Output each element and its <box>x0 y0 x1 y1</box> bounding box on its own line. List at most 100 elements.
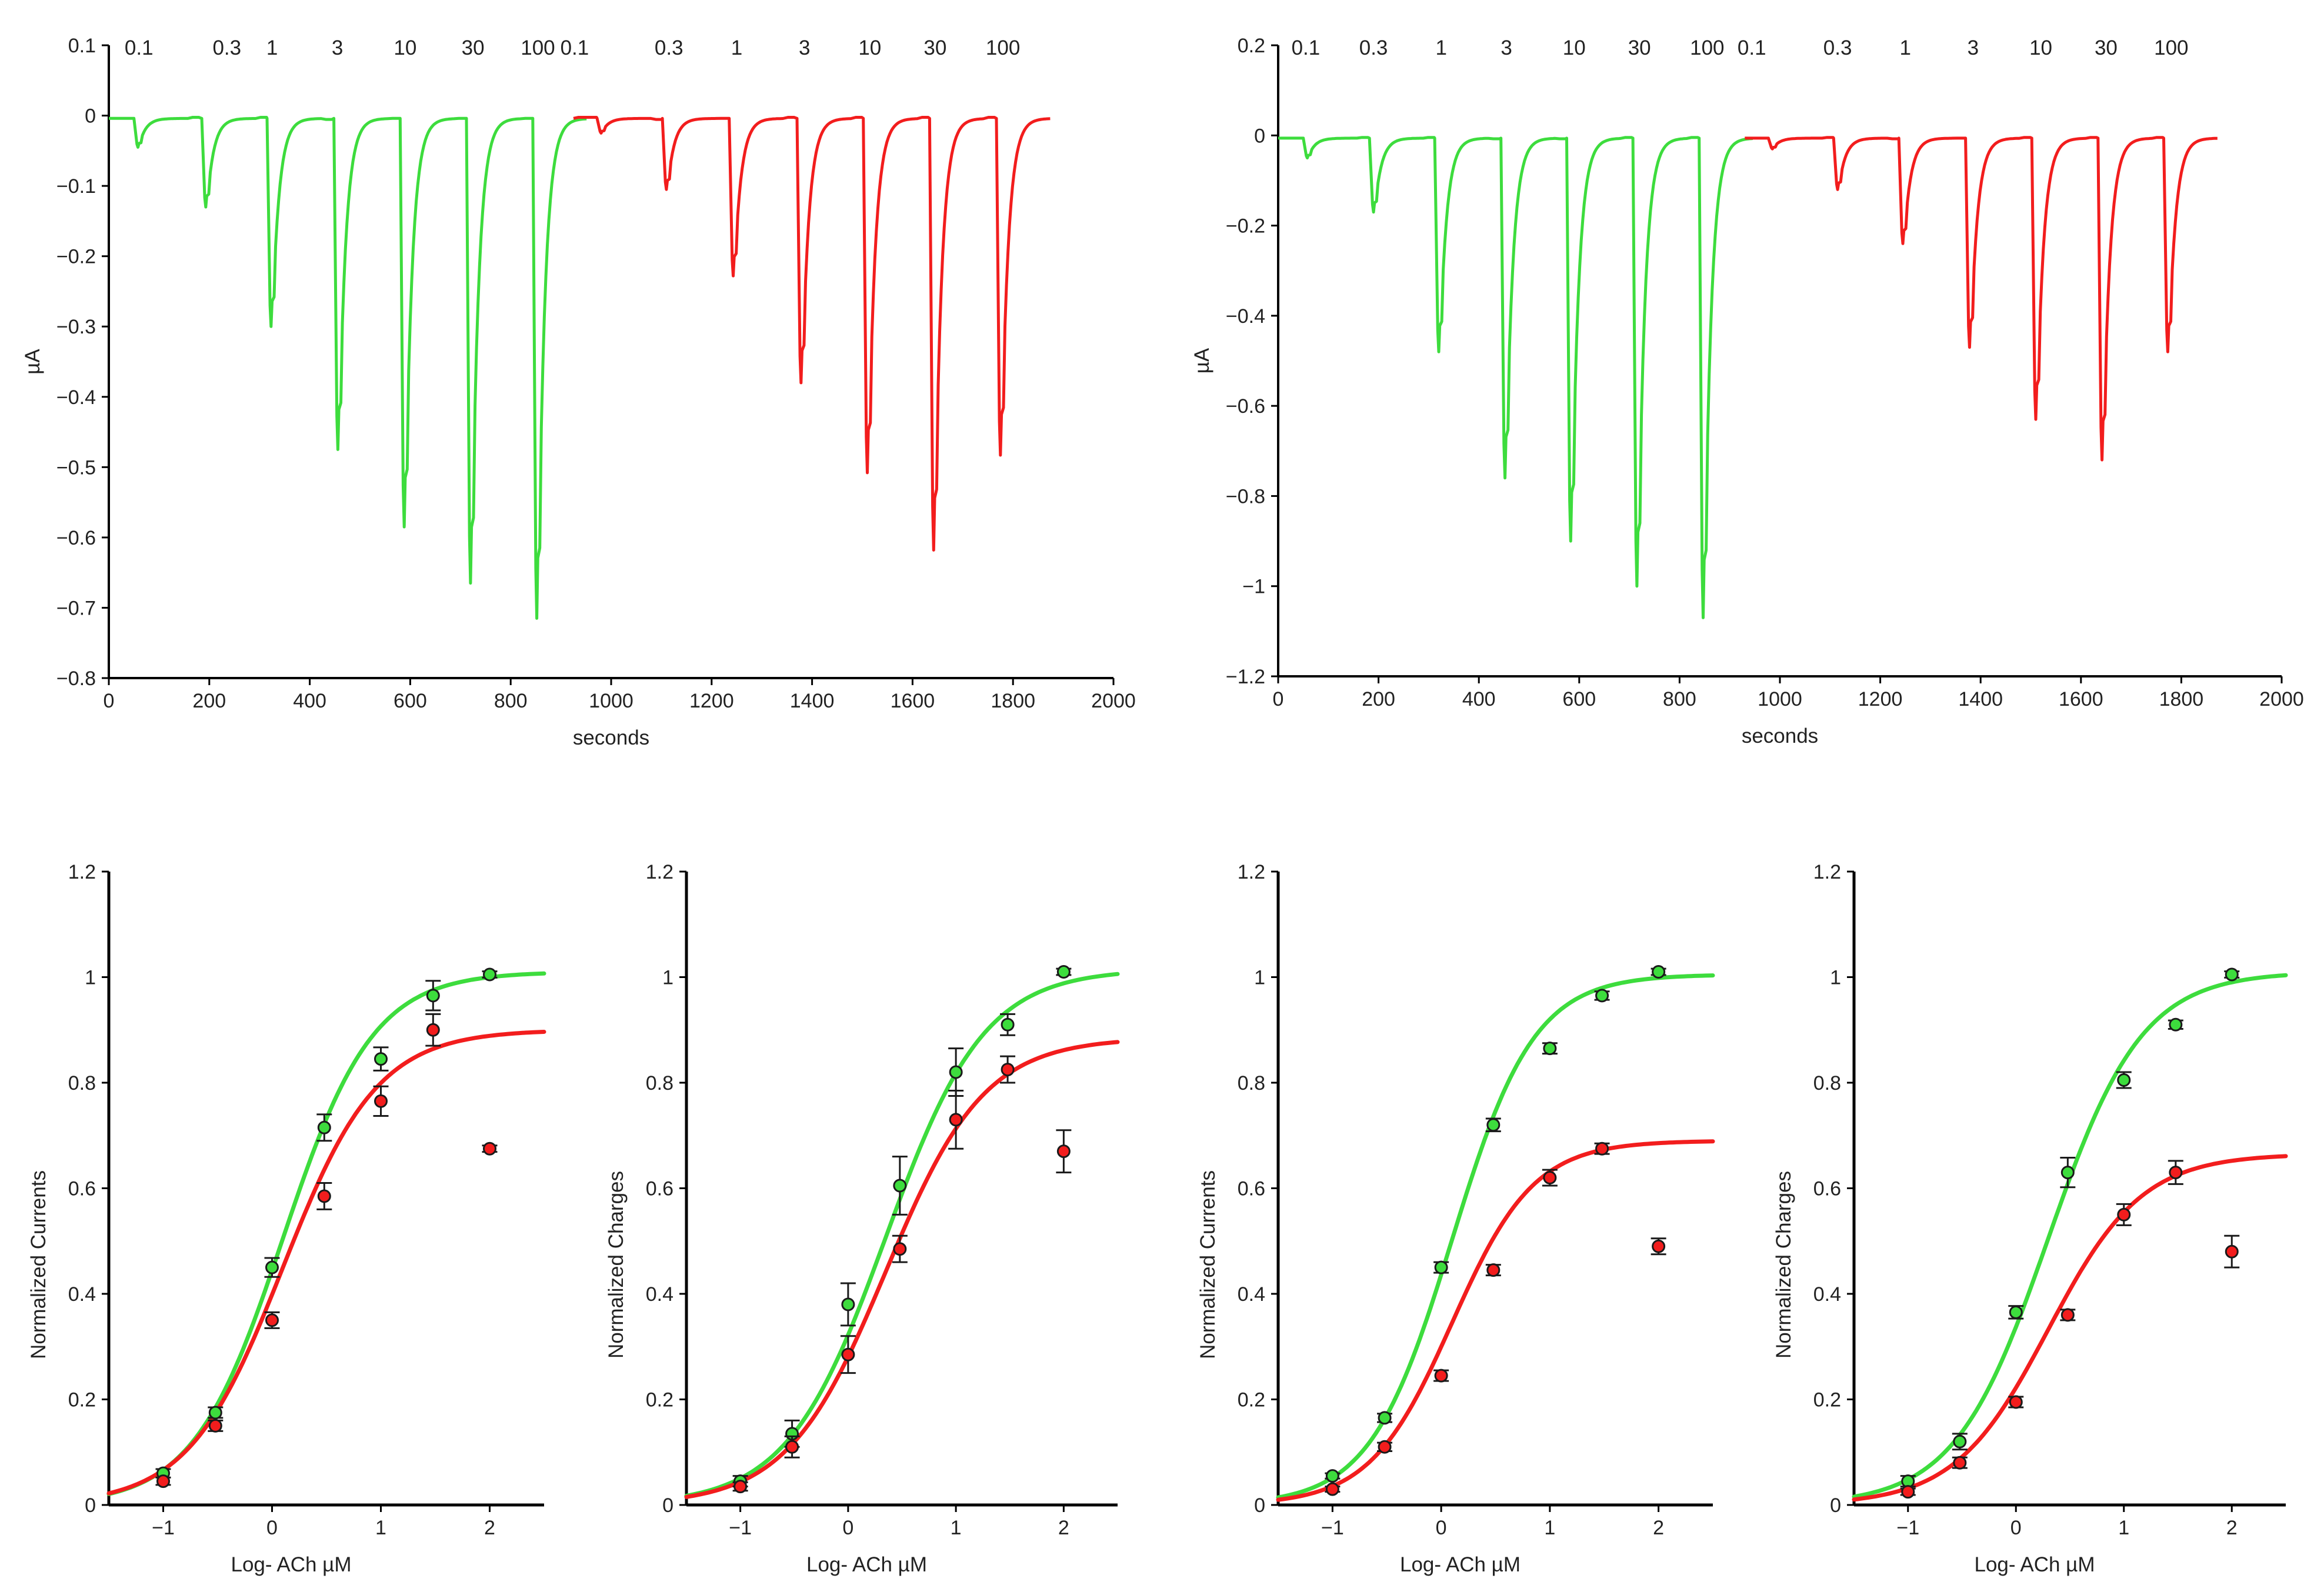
y-tick-label: 0.6 <box>646 1178 673 1200</box>
fit-curve-control <box>684 972 1120 1498</box>
fit-curve-treated <box>1276 1139 1715 1502</box>
dose-label: 1 <box>731 36 742 59</box>
y-tick-label: 0.6 <box>68 1178 96 1200</box>
y-tick-label: 1 <box>85 967 96 989</box>
data-point-control <box>1652 965 1666 979</box>
data-point-treated <box>317 1189 331 1203</box>
data-point-control <box>2009 1305 2023 1319</box>
data-point-control <box>2117 1073 2131 1087</box>
data-point-treated <box>2117 1207 2131 1221</box>
x-tick-label: 2000 <box>2259 688 2304 710</box>
data-point-control <box>841 1297 855 1311</box>
dose-label: 0.1 <box>125 36 154 59</box>
dose-label: 3 <box>332 36 343 59</box>
y-tick-label: −0.7 <box>56 597 96 619</box>
x-tick-label: 600 <box>1562 688 1596 710</box>
x-tick-label: 1600 <box>891 690 935 712</box>
dose-label: 3 <box>1968 36 1979 59</box>
data-point-treated <box>208 1419 222 1433</box>
y-tick-label: 0.4 <box>646 1283 673 1306</box>
y-tick-label: 0 <box>1254 1494 1265 1517</box>
dose-label: 10 <box>1563 36 1586 59</box>
x-tick-label: 1600 <box>2059 688 2103 710</box>
trace-panel-1: 0.1 0 −0.1 −0.2 −0.3 −0.4 −0.5 −0.6 −0.7 −0.8 0 200… <box>21 35 1136 749</box>
x-tick-label: −1 <box>1896 1517 1919 1539</box>
y-axis-title: µA <box>1191 348 1213 373</box>
dose-label: 100 <box>1690 36 1724 59</box>
y-tick-label: 0.2 <box>1238 1389 1265 1411</box>
y-tick-label: 1.2 <box>1813 861 1841 883</box>
x-tick-label: 2 <box>1058 1517 1069 1539</box>
data-point-treated <box>1434 1369 1448 1383</box>
y-tick-label: −0.8 <box>1226 485 1265 508</box>
x-tick-label: −1 <box>152 1517 175 1539</box>
y-tick-label: 0 <box>1830 1494 1841 1517</box>
y-tick-label: 0.8 <box>1813 1072 1841 1094</box>
data-point-control <box>426 989 440 1003</box>
x-axis-title: Log- ACh µM <box>1975 1553 2095 1576</box>
x-tick-label: 0 <box>104 690 115 712</box>
fit-curve-treated <box>684 1040 1120 1499</box>
trace-treated <box>1745 136 2218 462</box>
dose-label: 0.3 <box>655 36 683 59</box>
dose-response-panel-2: 0 0.2 0.4 0.6 0.8 1 1.2 −1 0 1 2 Log- ACh µM Normali… <box>605 861 1120 1576</box>
dose-label: 100 <box>2154 36 2188 59</box>
dose-label: 100 <box>986 36 1020 59</box>
data-point-control <box>1378 1411 1392 1425</box>
y-tick-label: 1 <box>662 967 673 989</box>
data-point-treated <box>1595 1142 1609 1156</box>
y-axis-title: Normalized Charges <box>1772 1171 1795 1359</box>
dose-label: 1 <box>1435 36 1446 59</box>
data-point-treated <box>1652 1239 1666 1253</box>
y-tick-label: 1.2 <box>1238 861 1265 883</box>
dose-label: 3 <box>1501 36 1512 59</box>
x-tick-label: −1 <box>1321 1517 1344 1539</box>
y-axis-title: µA <box>21 349 44 375</box>
x-tick-label: 0 <box>842 1517 853 1539</box>
y-tick-label: −0.8 <box>56 667 96 690</box>
data-point-treated <box>2169 1166 2183 1180</box>
x-tick-label: 0 <box>2010 1517 2022 1539</box>
data-point-treated <box>374 1094 388 1108</box>
dose-label: 10 <box>394 36 416 59</box>
dose-label: 30 <box>2095 36 2118 59</box>
dose-label: 30 <box>462 36 485 59</box>
data-point-treated <box>156 1474 170 1488</box>
y-tick-label: 0.1 <box>68 35 96 57</box>
data-point-control <box>1001 1017 1015 1032</box>
x-tick-label: 1 <box>1544 1517 1555 1539</box>
dose-label: 100 <box>521 36 555 59</box>
trace-panel-2: 0.2 0 −0.2 −0.4 −0.6 −0.8 −1 −1.2 0 200 400 600 800 1… <box>1191 35 2304 747</box>
y-tick-label: 1.2 <box>646 861 673 883</box>
dose-label: 30 <box>923 36 946 59</box>
y-tick-label: 0.2 <box>1813 1389 1841 1411</box>
trace-control <box>109 116 587 620</box>
dose-label: 0.3 <box>212 36 241 59</box>
y-tick-label: −0.4 <box>1226 305 1265 328</box>
y-tick-label: −0.6 <box>1226 395 1265 418</box>
x-tick-label: 0 <box>1273 688 1284 710</box>
dose-label: 0.3 <box>1359 36 1388 59</box>
y-tick-label: 0.2 <box>68 1389 96 1411</box>
x-tick-label: 0 <box>1436 1517 1447 1539</box>
x-axis-title: seconds <box>573 726 649 749</box>
data-point-control <box>1434 1260 1448 1274</box>
y-tick-label: 0 <box>85 1494 96 1517</box>
data-point-treated <box>2225 1244 2239 1259</box>
y-tick-label: −0.1 <box>56 175 96 198</box>
dose-label: 1 <box>1900 36 1911 59</box>
y-tick-label: 0.8 <box>68 1072 96 1094</box>
y-tick-label: 0.8 <box>1238 1072 1265 1094</box>
data-point-control <box>2060 1166 2075 1180</box>
fit-curve-control <box>1276 973 1715 1500</box>
data-point-treated <box>1953 1456 1967 1470</box>
y-tick-label: 0.8 <box>646 1072 673 1094</box>
x-tick-label: 2000 <box>1091 690 1136 712</box>
x-tick-label: 0 <box>266 1517 278 1539</box>
x-tick-label: 1200 <box>689 690 734 712</box>
y-tick-label: −0.4 <box>56 386 96 409</box>
y-tick-label: −0.5 <box>56 456 96 479</box>
data-point-treated <box>733 1480 748 1494</box>
x-tick-label: 2 <box>2226 1517 2238 1539</box>
